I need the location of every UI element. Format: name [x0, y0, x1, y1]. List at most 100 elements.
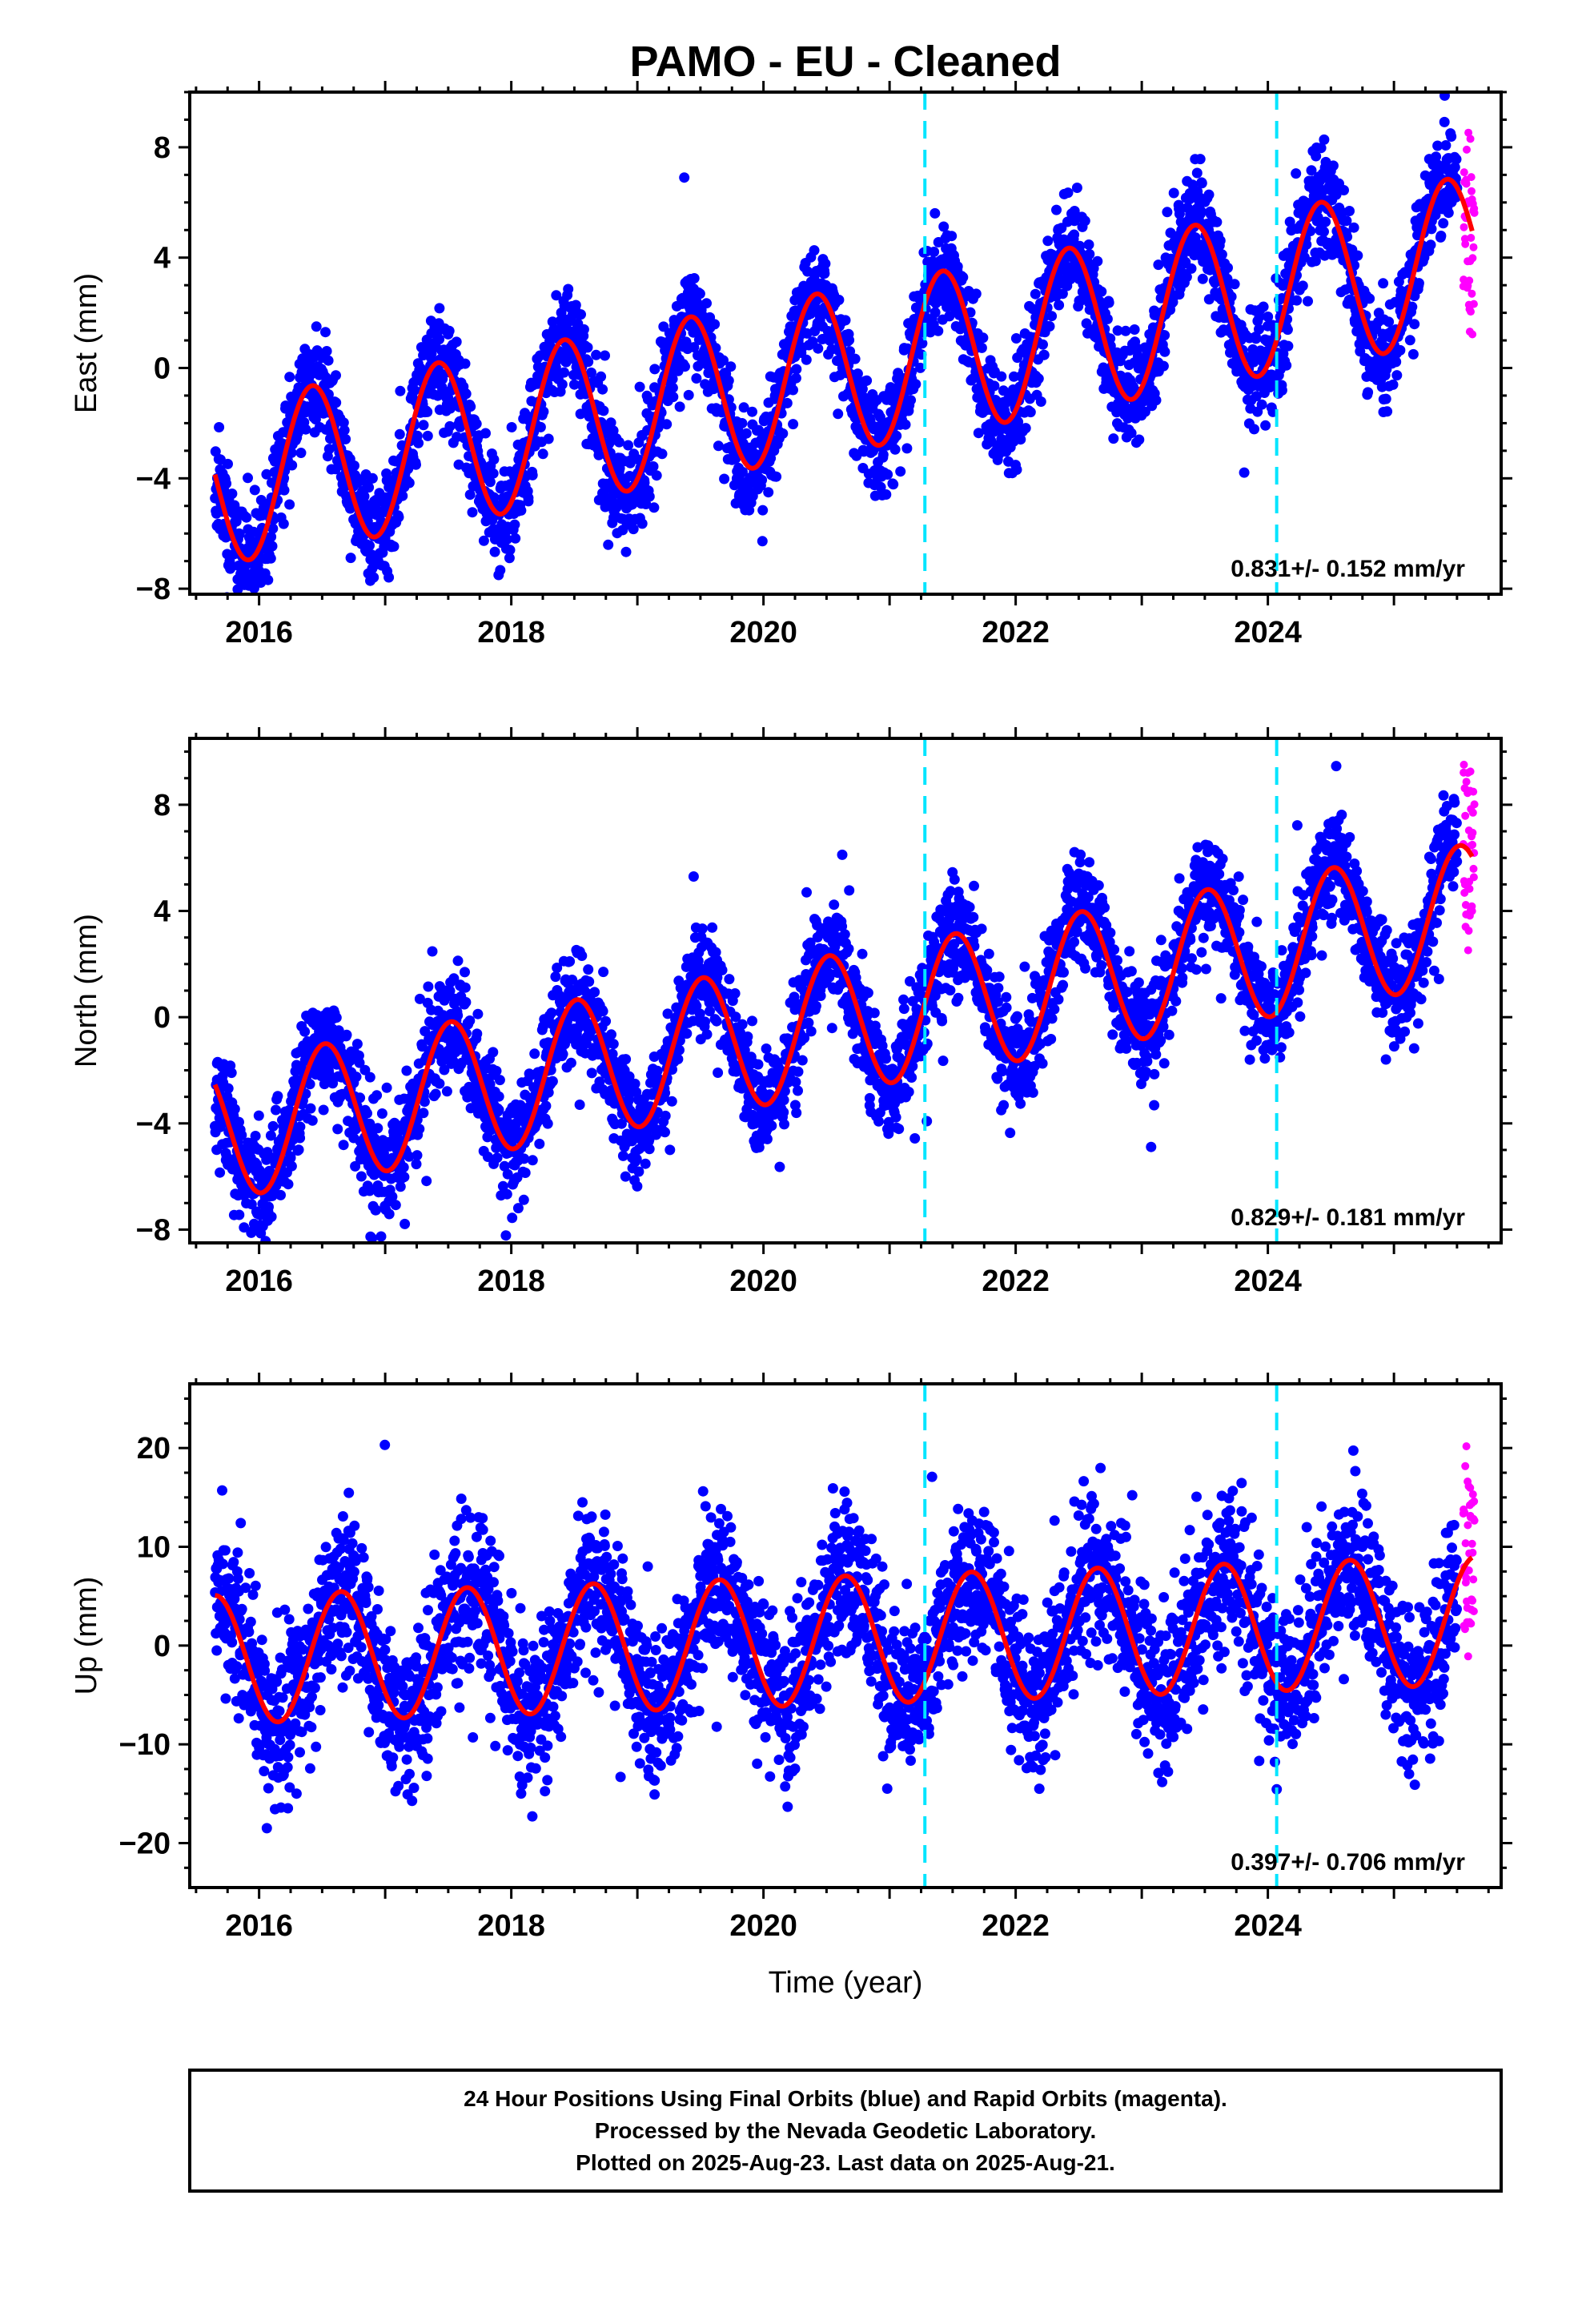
final-point — [1258, 301, 1269, 312]
final-point — [1215, 235, 1226, 246]
final-point — [556, 379, 568, 390]
final-point — [295, 448, 307, 458]
final-point — [271, 1104, 281, 1116]
final-point — [709, 319, 721, 330]
final-point — [367, 472, 378, 484]
final-point — [341, 1029, 352, 1040]
final-point — [648, 461, 659, 472]
final-point — [520, 1168, 531, 1178]
final-point — [747, 406, 757, 417]
final-point — [1256, 399, 1267, 410]
final-point — [225, 562, 236, 573]
final-point — [397, 490, 408, 501]
final-point — [546, 1007, 557, 1019]
final-point — [1197, 273, 1208, 284]
final-point — [1407, 348, 1419, 360]
final-point — [563, 283, 574, 295]
final-point — [597, 1006, 608, 1017]
final-point — [267, 541, 278, 552]
final-point — [284, 499, 295, 510]
final-point — [535, 421, 546, 432]
final-point — [620, 1171, 631, 1182]
north-plot-area — [210, 760, 1479, 1254]
final-point — [648, 502, 660, 513]
final-point — [683, 389, 694, 400]
final-point — [286, 447, 297, 458]
final-point — [472, 1008, 484, 1019]
final-point — [452, 1010, 464, 1021]
final-point — [1159, 346, 1170, 357]
final-point — [305, 1103, 316, 1114]
final-point — [256, 1244, 267, 1254]
final-point — [488, 1047, 499, 1058]
final-point — [267, 523, 279, 534]
final-point — [444, 325, 455, 336]
final-point — [631, 1153, 642, 1164]
final-point — [565, 1057, 576, 1068]
final-point — [371, 1204, 382, 1216]
east-y-axis-label: East (mm) — [70, 273, 103, 413]
final-point — [1030, 288, 1041, 300]
final-point — [689, 273, 700, 283]
final-point — [501, 1188, 512, 1200]
final-point — [534, 1138, 545, 1149]
final-point — [1282, 324, 1293, 336]
final-point — [331, 397, 342, 408]
final-point — [905, 395, 917, 406]
final-point — [488, 454, 500, 465]
final-point — [286, 1160, 297, 1172]
final-point — [1413, 278, 1424, 289]
east-final-points — [210, 92, 1463, 609]
final-point — [489, 546, 500, 557]
final-point — [1046, 311, 1058, 322]
final-point — [320, 327, 331, 338]
final-point — [600, 1015, 612, 1027]
final-point — [1435, 231, 1447, 241]
final-point — [757, 474, 768, 485]
final-point — [701, 1029, 713, 1040]
final-point — [882, 469, 893, 480]
final-point — [295, 1132, 306, 1144]
final-point — [527, 1155, 538, 1166]
final-point — [364, 1072, 375, 1083]
final-point — [649, 364, 661, 375]
final-point — [418, 420, 429, 431]
final-point — [427, 946, 438, 957]
final-point — [970, 288, 982, 300]
final-point — [617, 1150, 628, 1161]
final-point — [460, 982, 471, 993]
final-point — [900, 419, 911, 430]
final-point — [598, 405, 609, 416]
final-point — [741, 428, 752, 439]
final-point — [253, 1110, 264, 1121]
final-point — [1211, 216, 1223, 227]
final-point — [833, 408, 844, 420]
final-point — [460, 997, 472, 1007]
final-point — [332, 1124, 343, 1135]
final-point — [1168, 187, 1179, 199]
final-point — [713, 440, 724, 452]
final-point — [613, 436, 624, 448]
final-point — [265, 553, 276, 564]
final-point — [1251, 333, 1262, 344]
y-tick-label: −8 — [136, 573, 171, 606]
final-point — [263, 574, 274, 585]
final-point — [401, 1065, 412, 1076]
final-point — [597, 384, 608, 395]
final-point — [644, 1144, 655, 1155]
y-tick-label: 8 — [154, 131, 171, 165]
final-point — [266, 1211, 277, 1222]
final-point — [1038, 339, 1048, 350]
final-point — [390, 1200, 401, 1211]
final-point — [771, 471, 782, 482]
final-point — [679, 172, 690, 183]
final-point — [421, 1176, 432, 1187]
final-point — [452, 955, 464, 967]
final-point — [707, 922, 718, 933]
final-point — [1344, 206, 1355, 216]
final-point — [1191, 167, 1203, 179]
final-point — [251, 598, 262, 609]
final-point — [331, 370, 341, 381]
final-point — [371, 1090, 383, 1101]
